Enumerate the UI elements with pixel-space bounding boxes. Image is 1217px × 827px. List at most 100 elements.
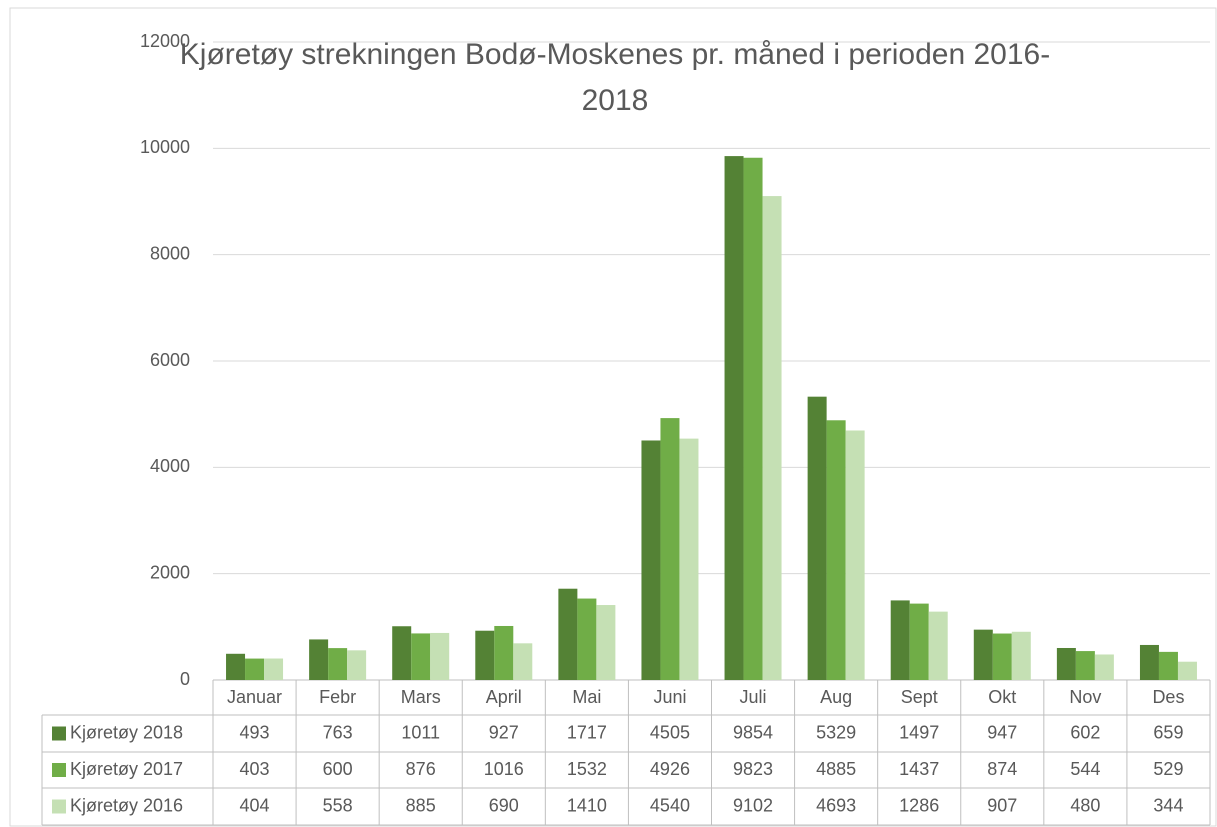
y-tick-label: 8000	[150, 243, 190, 263]
bar	[475, 630, 495, 680]
table-cell: 927	[489, 722, 519, 742]
x-tick-label: April	[486, 687, 522, 707]
bar	[1094, 654, 1114, 680]
table-cell: 529	[1153, 759, 1183, 779]
bar	[347, 650, 367, 680]
x-tick-label: Sept	[901, 687, 938, 707]
x-tick-label: Febr	[319, 687, 356, 707]
table-cell: 4540	[650, 795, 690, 815]
table-cell: 1717	[567, 722, 607, 742]
bar	[973, 629, 993, 680]
y-tick-label: 0	[180, 669, 190, 689]
bar	[679, 438, 699, 680]
bar	[392, 626, 412, 680]
bar	[743, 157, 763, 680]
bar	[1075, 651, 1095, 680]
table-cell: 602	[1070, 722, 1100, 742]
y-tick-label: 6000	[150, 350, 190, 370]
table-cell: 9854	[733, 722, 773, 742]
bar	[641, 440, 661, 680]
table-cell: 947	[987, 722, 1017, 742]
bar	[430, 632, 450, 680]
x-tick-label: Okt	[988, 687, 1016, 707]
bar	[1056, 647, 1076, 680]
table-cell: 9823	[733, 759, 773, 779]
x-tick-label: Nov	[1069, 687, 1101, 707]
bar	[245, 658, 265, 680]
bar	[807, 396, 827, 680]
legend-swatch	[52, 763, 66, 777]
table-cell: 4885	[816, 759, 856, 779]
table-cell: 1410	[567, 795, 607, 815]
x-tick-label: Mars	[401, 687, 441, 707]
table-cell: 4505	[650, 722, 690, 742]
chart-border	[9, 7, 1217, 827]
table-cell: 1497	[899, 722, 939, 742]
x-tick-label: Des	[1152, 687, 1184, 707]
bar	[494, 625, 514, 680]
bar	[992, 633, 1012, 680]
table-cell: 1011	[401, 722, 440, 742]
table-cell: 874	[987, 759, 1017, 779]
table-cell: 659	[1153, 722, 1183, 742]
bar	[1011, 631, 1031, 680]
table-cell: 763	[323, 722, 353, 742]
table-cell: 558	[323, 795, 353, 815]
table-cell: 690	[489, 795, 519, 815]
bar	[1158, 651, 1178, 680]
table-cell: 9102	[733, 795, 773, 815]
bar	[513, 643, 533, 680]
bar	[577, 598, 597, 680]
bar	[558, 588, 578, 680]
table-cell: 493	[240, 722, 270, 742]
legend-swatch	[52, 726, 66, 741]
bar	[1139, 644, 1159, 680]
bar	[928, 611, 948, 680]
x-tick-label: Mai	[572, 687, 601, 707]
table-cell: 403	[240, 759, 270, 779]
table-cell: 4693	[816, 795, 856, 815]
bar	[845, 430, 865, 680]
bar	[328, 648, 348, 680]
legend-swatch	[52, 799, 66, 814]
y-tick-label: 12000	[140, 31, 190, 51]
bar	[724, 156, 744, 680]
bar	[309, 639, 329, 680]
bar	[264, 658, 284, 680]
table-cell: 5329	[816, 722, 856, 742]
table-cell: 885	[406, 795, 436, 815]
table-cell: 480	[1070, 795, 1100, 815]
bar	[411, 633, 431, 680]
y-tick-label: 10000	[140, 137, 190, 157]
table-cell: 544	[1070, 759, 1100, 779]
legend-label: Kjøretøy 2018	[70, 722, 183, 742]
bar	[596, 605, 616, 680]
table-cell: 344	[1153, 795, 1183, 815]
table-cell: 907	[987, 795, 1017, 815]
legend-label: Kjøretøy 2016	[70, 795, 183, 815]
x-tick-label: Juli	[740, 687, 767, 707]
bar	[909, 603, 929, 680]
table-cell: 1532	[567, 759, 607, 779]
legend-label: Kjøretøy 2017	[70, 759, 183, 779]
y-tick-label: 2000	[150, 562, 190, 582]
table-cell: 600	[323, 759, 353, 779]
table-cell: 1016	[484, 759, 524, 779]
table-cell: 4926	[650, 759, 690, 779]
x-tick-label: Januar	[227, 687, 282, 707]
x-tick-label: Aug	[820, 687, 852, 707]
y-tick-label: 4000	[150, 456, 190, 476]
bar	[660, 418, 680, 680]
chart-title: Kjøretøy strekningen Bodø-Moskenes pr. m…	[179, 38, 1051, 117]
bar	[762, 196, 782, 680]
table-cell: 876	[406, 759, 436, 779]
bar	[890, 600, 910, 680]
x-tick-label: Juni	[653, 687, 686, 707]
bar	[826, 420, 846, 680]
bar	[1177, 661, 1197, 680]
table-cell: 404	[240, 795, 270, 815]
table-cell: 1437	[899, 759, 939, 779]
table-cell: 1286	[899, 795, 939, 815]
